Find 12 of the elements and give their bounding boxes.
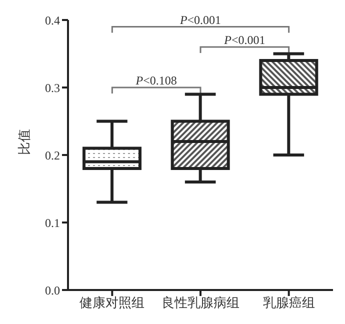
annotation: P<0.001 xyxy=(178,12,222,27)
annotation: P<0.001 xyxy=(223,33,266,47)
y-tick-label: 0.1 xyxy=(45,216,60,230)
y-tick-label: 0.0 xyxy=(45,283,60,298)
annotation: P<0.108 xyxy=(134,74,177,88)
x-tick-label: 良性乳腺病组 xyxy=(162,295,240,310)
y-tick-label: 0.2 xyxy=(45,148,60,162)
y-tick-label: 0.4 xyxy=(45,13,60,28)
y-tick-label: 0.3 xyxy=(45,80,60,95)
x-tick-label: 乳腺癌组 xyxy=(262,295,315,310)
x-tick-label: 健康对照组 xyxy=(80,295,145,310)
y-axis-title: 比值 xyxy=(16,129,32,155)
